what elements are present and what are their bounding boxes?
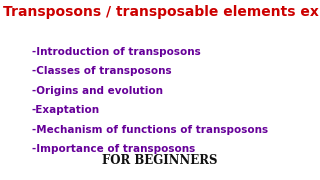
Text: -Origins and evolution: -Origins and evolution	[32, 86, 163, 96]
Text: -Classes of transposons: -Classes of transposons	[32, 66, 172, 76]
Text: -Exaptation: -Exaptation	[32, 105, 100, 115]
Text: -Introduction of transposons: -Introduction of transposons	[32, 47, 201, 57]
Text: Transposons / transposable elements explained: Transposons / transposable elements expl…	[3, 5, 320, 19]
Text: FOR BEGINNERS: FOR BEGINNERS	[102, 154, 218, 167]
Text: -Importance of transposons: -Importance of transposons	[32, 144, 195, 154]
Text: -Mechanism of functions of transposons: -Mechanism of functions of transposons	[32, 125, 268, 135]
